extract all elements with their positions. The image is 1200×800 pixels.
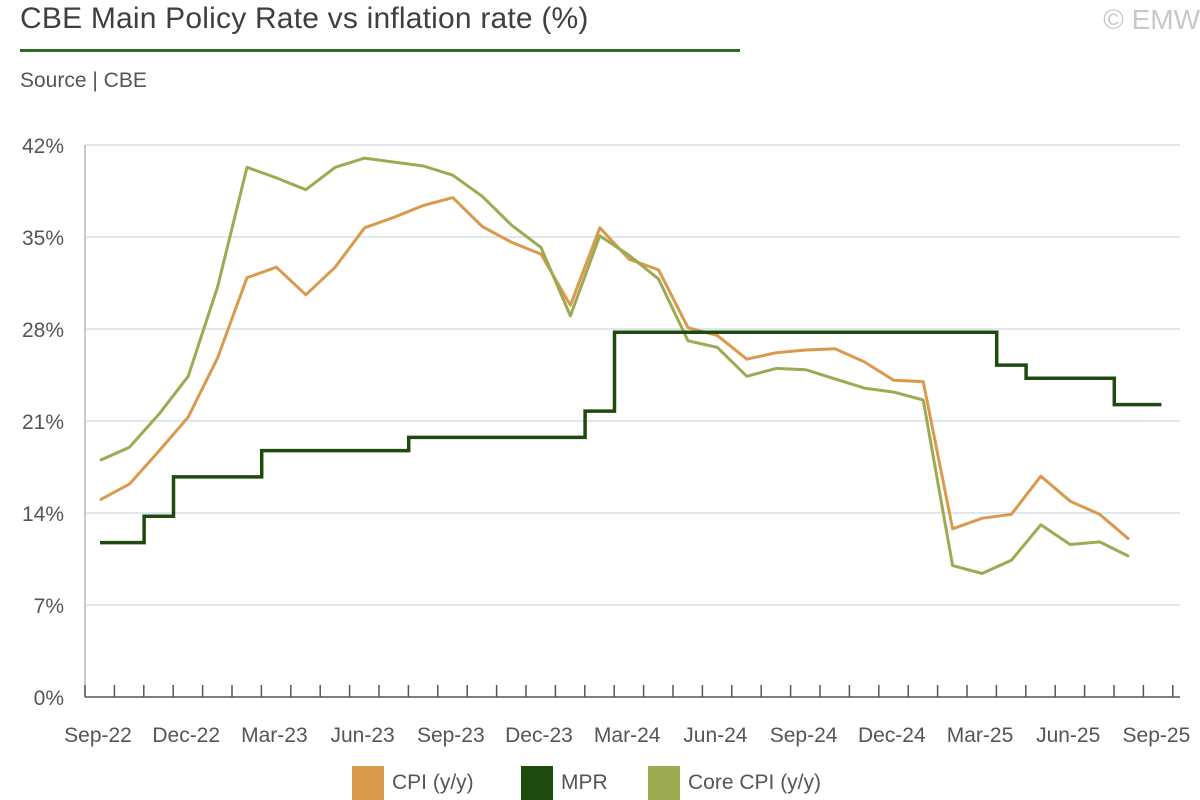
series-line-mpr (100, 330, 1162, 545)
legend-label-mpr: MPR (561, 771, 608, 794)
x-tick-label-dec-23: Dec-23 (505, 724, 573, 747)
title-underline (20, 49, 740, 52)
grid-lines (85, 144, 1180, 606)
y-tick-label-21: 21% (22, 411, 64, 434)
y-tick-labels: 0% 7% 14% 21% 28% 35% 42% (22, 135, 64, 710)
x-tick-label-jun-23: Jun-23 (330, 724, 394, 747)
legend-item-core-cpi: Core CPI (y/y) (648, 766, 821, 800)
y-tick-label-42: 42% (22, 135, 64, 158)
y-tick-label-28: 28% (22, 319, 64, 342)
x-tick-label-sep-24: Sep-24 (770, 724, 838, 747)
legend-swatch-core-cpi (648, 766, 680, 800)
legend-item-mpr: MPR (521, 766, 608, 800)
legend: CPI (y/y) MPR Core CPI (y/y) (0, 766, 1200, 800)
y-tick-label-0: 0% (34, 687, 64, 710)
series-line-core-cpi-y-y (99, 156, 1130, 575)
y-tick-label-35: 35% (22, 227, 64, 250)
legend-label-core-cpi: Core CPI (y/y) (688, 771, 822, 794)
x-tick-label-sep-22: Sep-22 (64, 724, 132, 747)
series-line-cpi-y-y (99, 196, 1130, 541)
x-tick-labels: Sep-22 Dec-22 Mar-23 Jun-23 Sep-23 Dec-23 Mar-… (64, 724, 1190, 747)
source-label: Source | CBE (20, 69, 147, 92)
x-tick-label-jun-25: Jun-25 (1036, 724, 1100, 747)
x-tick-label-sep-25: Sep-25 (1123, 724, 1191, 747)
legend-label-cpi: CPI (y/y) (392, 771, 474, 794)
legend-swatch-mpr (521, 766, 553, 800)
x-tick-label-jun-24: Jun-24 (683, 724, 748, 747)
legend-item-cpi: CPI (y/y) (352, 766, 474, 800)
x-tick-label-dec-22: Dec-22 (152, 724, 220, 747)
x-tick-label-sep-23: Sep-23 (417, 724, 485, 747)
y-tick-label-7: 7% (34, 595, 64, 618)
x-tick-label-mar-24: Mar-24 (594, 724, 661, 747)
x-tick-label-mar-23: Mar-23 (241, 724, 308, 747)
series-lines (99, 156, 1162, 575)
x-tick-label-mar-25: Mar-25 (947, 724, 1014, 747)
legend-swatch-cpi (352, 766, 384, 800)
chart-title: CBE Main Policy Rate vs inflation rate (… (20, 2, 589, 35)
y-tick-label-14: 14% (22, 503, 64, 526)
copyright-label: © EMW (1103, 4, 1200, 35)
x-tick-label-dec-24: Dec-24 (858, 724, 926, 747)
axes (84, 145, 1180, 698)
